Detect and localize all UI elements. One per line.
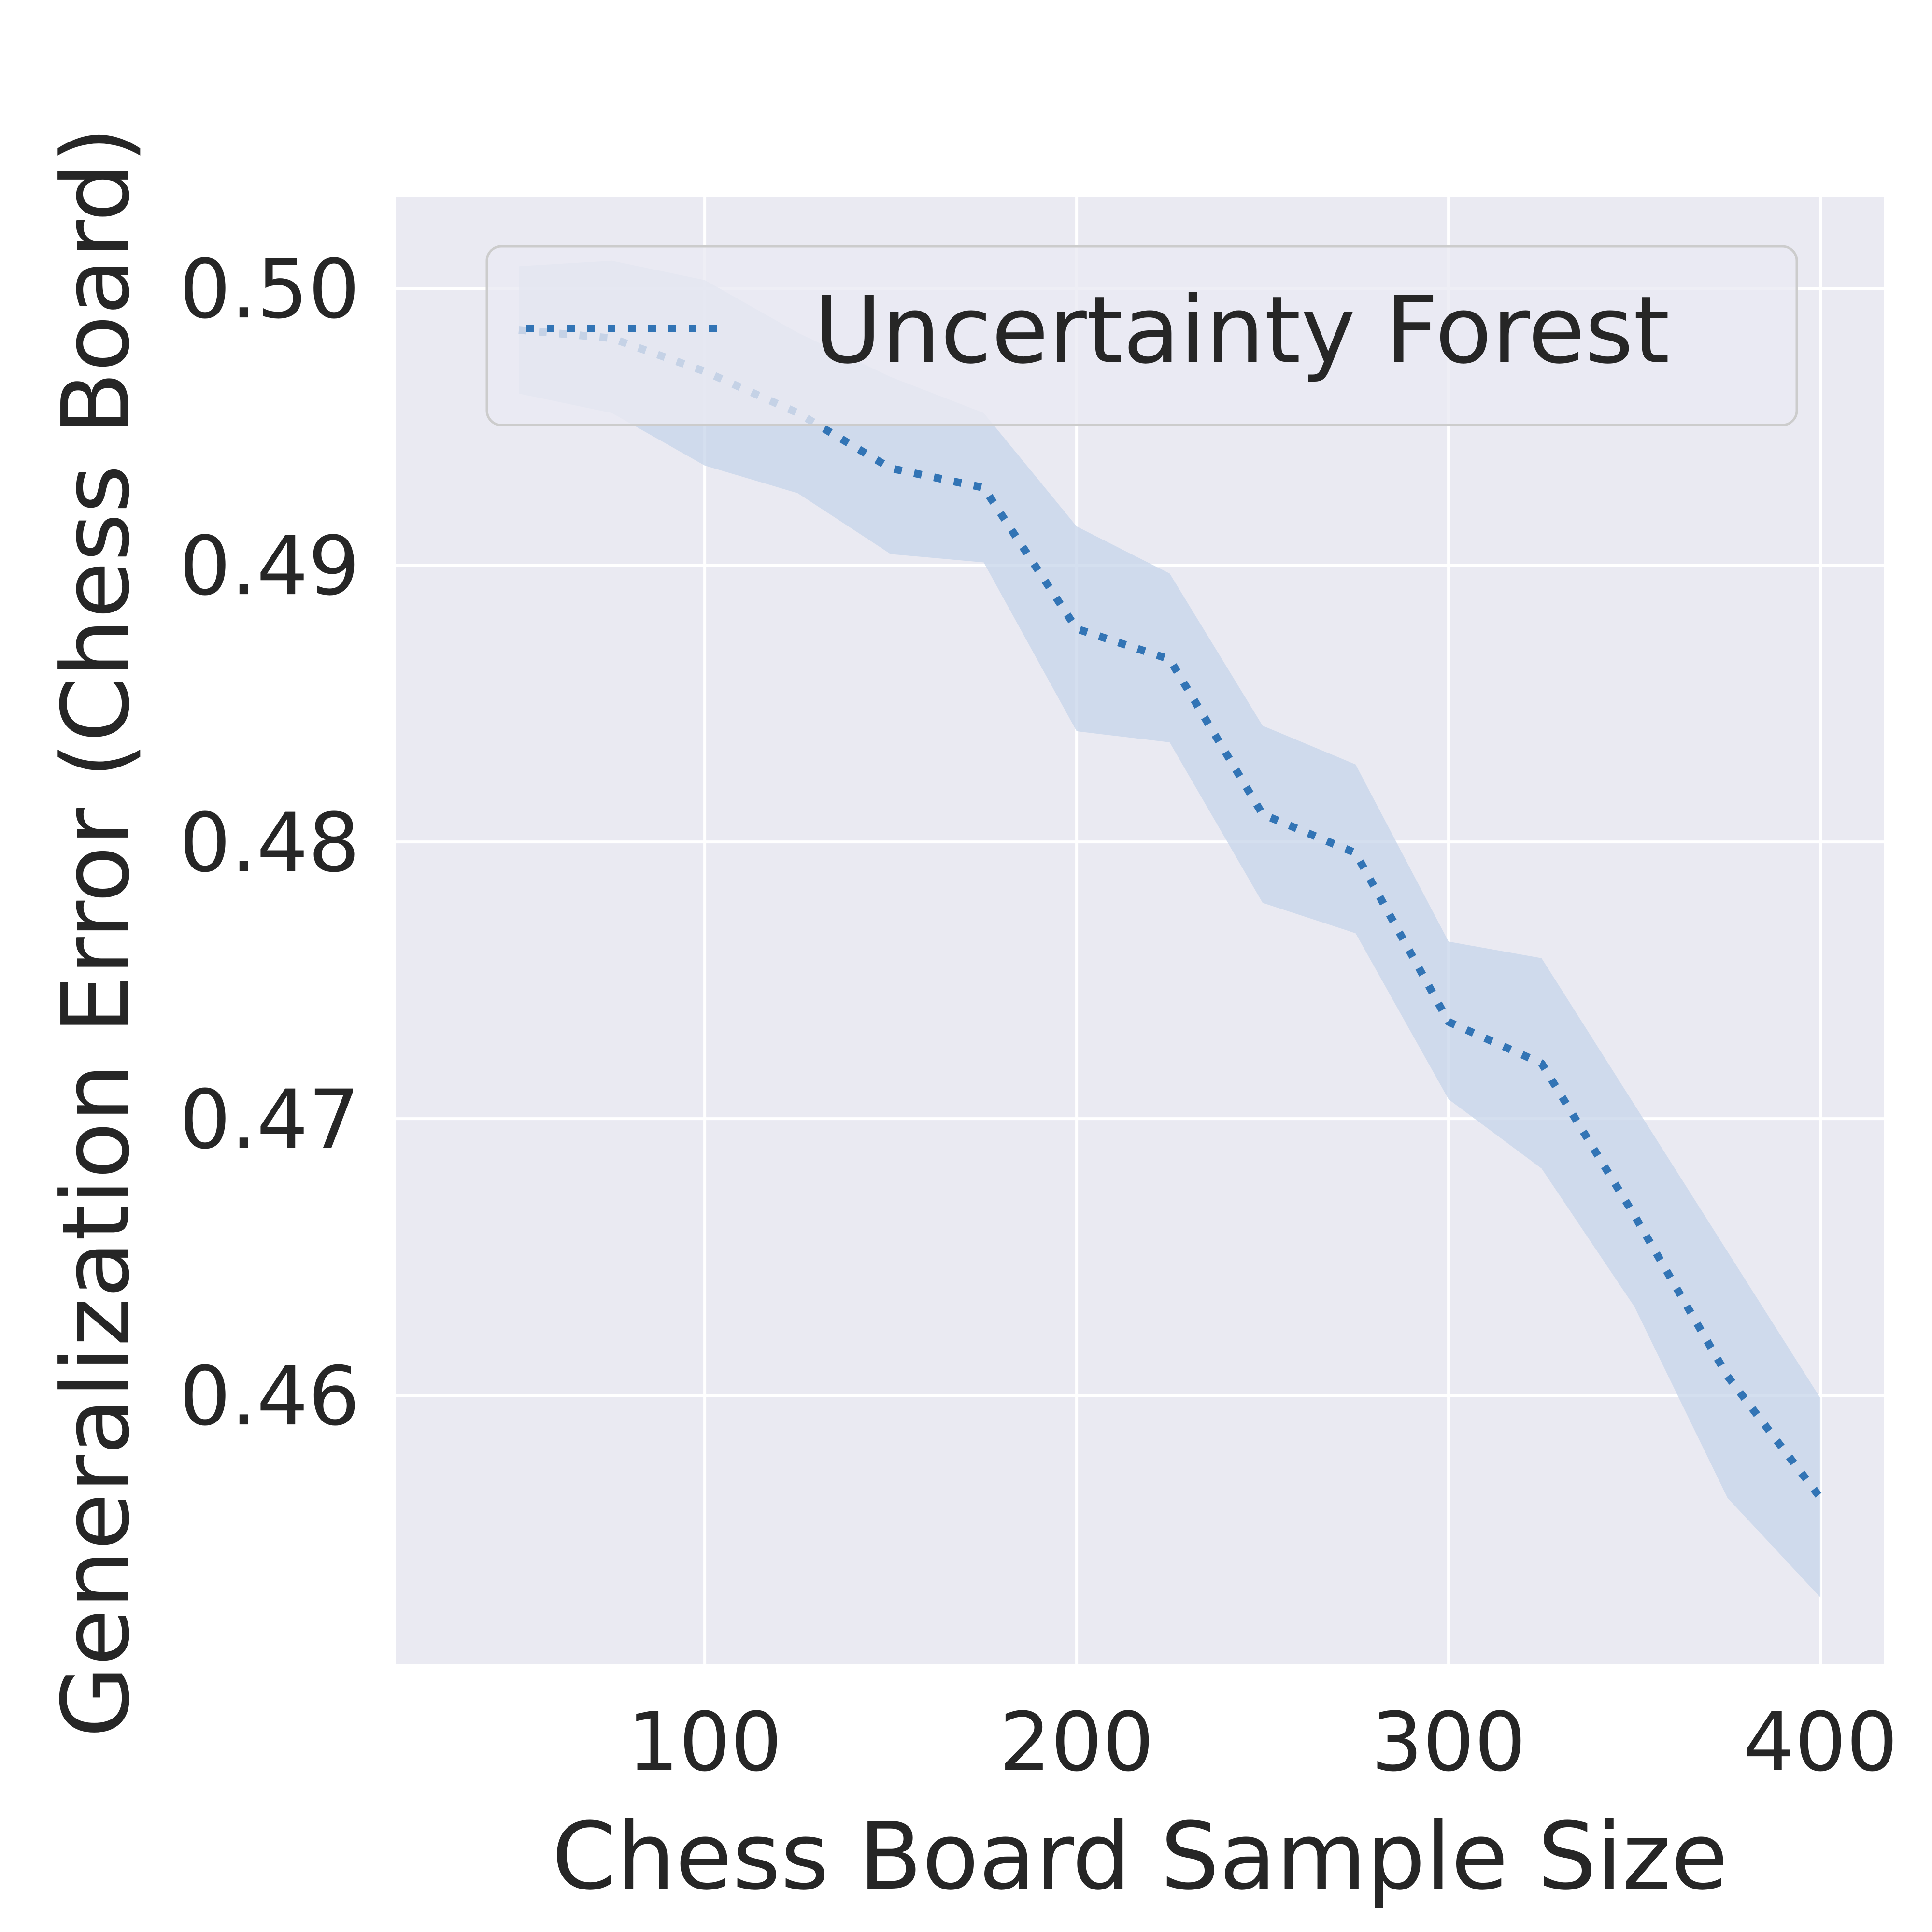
data-point-0-13	[1727, 1376, 1728, 1377]
plot-area	[396, 197, 1884, 1664]
data-point-0-11	[1541, 1063, 1542, 1064]
legend: Uncertainty Forest	[485, 245, 1798, 426]
y-tick-labels: 0.46 0.47 0.48 0.49 0.50	[179, 242, 360, 1444]
data-point-0-5	[983, 487, 984, 488]
data-point-0-8	[1262, 814, 1263, 815]
data-point-0-10	[1448, 1022, 1449, 1023]
data-point-0-7	[1169, 659, 1170, 660]
x-tick-label-0: 100	[627, 1695, 782, 1790]
y-axis-label: Generalization Error (Chess Board)	[43, 127, 150, 1737]
y-tick-label-2: 0.48	[179, 796, 360, 890]
data-point-0-14	[1820, 1497, 1821, 1498]
y-tick-label-4: 0.50	[179, 242, 360, 337]
x-tick-label-1: 200	[999, 1695, 1154, 1790]
legend-box	[485, 245, 1798, 426]
x-tick-label-3: 400	[1743, 1695, 1898, 1790]
y-tick-label-1: 0.47	[179, 1072, 360, 1167]
y-tick-label-3: 0.49	[179, 519, 360, 613]
data-point-0-12	[1634, 1215, 1635, 1216]
x-tick-label-2: 300	[1371, 1695, 1526, 1790]
x-tick-labels: 100 200 300 400	[627, 1695, 1898, 1790]
data-point-0-6	[1076, 628, 1077, 629]
data-point-0-9	[1355, 852, 1356, 853]
x-axis-label: Chess Board Sample Size	[552, 1803, 1728, 1911]
legend-label-uncertainty-forest: Uncertainty Forest	[814, 277, 1670, 384]
data-point-0-4	[890, 468, 891, 469]
y-tick-label-0: 0.46	[179, 1349, 360, 1444]
